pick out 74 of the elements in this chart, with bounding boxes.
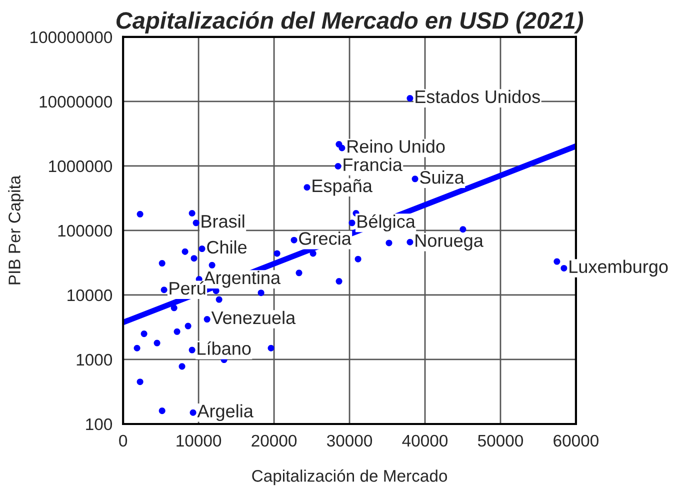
point: [334, 163, 342, 170]
point: [258, 290, 264, 296]
y-tick-label: 100: [86, 418, 112, 430]
annotation: Suiza: [420, 170, 464, 184]
point: [338, 144, 346, 152]
annotation: Bélgica: [358, 214, 416, 232]
point: [348, 220, 356, 226]
y-tick-label: 1000000: [49, 160, 112, 172]
point: [216, 296, 222, 303]
annotation: España: [312, 179, 372, 196]
x-tick-label: 40000: [402, 434, 448, 447]
y-tick-label: 1000: [76, 354, 112, 366]
point: [386, 240, 392, 246]
point: [268, 344, 274, 352]
annotation: Perú: [170, 281, 206, 295]
point: [184, 322, 192, 330]
y-tick-label: 100000: [58, 224, 112, 237]
point: [182, 248, 188, 255]
point: [554, 258, 560, 265]
annotation: Argentina: [203, 270, 281, 288]
annotation: Líbano: [198, 341, 251, 355]
annotation: Luxemburgo: [570, 260, 668, 277]
point: [158, 260, 166, 267]
annotation: Argelia: [197, 404, 254, 422]
point: [160, 286, 168, 294]
point: [188, 210, 196, 216]
annotation: Estados Unidos: [416, 90, 540, 104]
point: [336, 278, 342, 285]
point: [310, 250, 316, 257]
point: [296, 270, 302, 276]
point: [208, 262, 216, 268]
y-axis-title: PIB Per Capita: [8, 175, 24, 284]
annotation: Reino Unido: [348, 140, 445, 153]
point: [136, 210, 144, 218]
x-axis-title: Capitalización de Mercado: [252, 469, 448, 486]
y-tick-label: 10000000: [40, 96, 112, 108]
point: [406, 95, 414, 102]
point: [178, 363, 186, 370]
annotation: Francia: [344, 158, 402, 172]
point: [274, 250, 280, 257]
annotation: Venezuela: [211, 310, 296, 324]
point: [354, 256, 362, 262]
y-tick-label: 100000000: [30, 31, 112, 44]
point: [192, 220, 200, 226]
x-tick-label: 50000: [478, 434, 524, 447]
point: [154, 340, 160, 346]
chart-title: Capitalización del Mercado en USD (2021): [116, 11, 584, 34]
annotation: Chile: [207, 240, 247, 254]
y-tick-label: 10000: [68, 289, 112, 302]
point: [304, 184, 310, 191]
annotation: Noruega: [416, 234, 484, 251]
x-tick-label: 60000: [554, 434, 598, 447]
point: [560, 264, 568, 272]
point: [198, 246, 206, 252]
point: [140, 330, 148, 338]
x-tick-label: 0: [119, 434, 128, 447]
point: [188, 346, 196, 354]
annotation: Brasil: [202, 214, 244, 228]
point: [190, 255, 198, 262]
x-tick-label: 10000: [176, 434, 222, 447]
point: [406, 238, 414, 246]
point: [170, 304, 178, 312]
point: [190, 409, 196, 416]
x-tick-label: 20000: [252, 434, 297, 447]
point: [136, 378, 144, 386]
point: [204, 316, 210, 323]
point: [174, 328, 180, 335]
annotation: Grecia: [299, 232, 352, 245]
point: [460, 226, 466, 233]
point: [412, 176, 418, 182]
x-tick-label: 30000: [326, 434, 372, 447]
point: [134, 344, 140, 352]
point: [290, 236, 298, 244]
point: [158, 408, 166, 414]
